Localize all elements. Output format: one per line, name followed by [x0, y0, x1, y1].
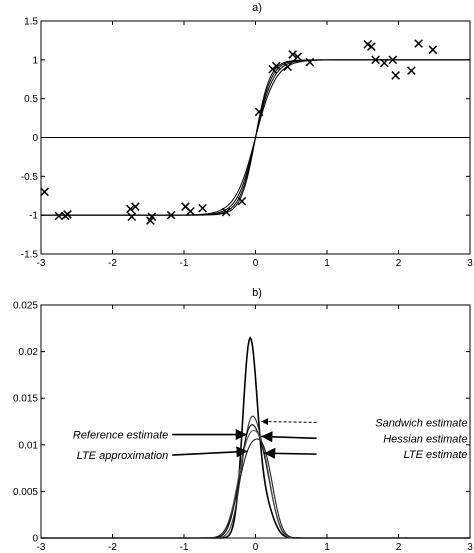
y-tick-label: -0.5 — [21, 172, 39, 183]
x-tick-label: 2 — [396, 542, 402, 553]
panel-a-fit-curves — [41, 59, 470, 216]
data-point-x-marker — [379, 58, 389, 68]
panel-a-y-ticks: 1.5 1 0.5 0 -0.5 -1 -1.5 — [21, 17, 470, 261]
y-tick-label: 0.02 — [19, 347, 39, 358]
data-point-x-marker — [388, 55, 398, 65]
panel-b-y-ticks: 0.025 0.02 0.015 0.01 0.005 0 — [13, 301, 470, 545]
x-tick-label: -1 — [180, 542, 189, 553]
y-tick-label: -1.5 — [21, 250, 39, 261]
x-tick-label: 0 — [253, 542, 259, 553]
data-point-x-marker — [414, 39, 423, 48]
data-point-x-marker — [283, 62, 293, 72]
y-tick-label: 1 — [32, 55, 38, 66]
annotation-label: LTE estimate — [404, 449, 468, 461]
density-curve — [41, 429, 470, 539]
annotation-label: Hessian estimate — [383, 433, 467, 445]
annotation-arrow — [264, 447, 317, 459]
y-tick-label: 1.5 — [24, 17, 38, 28]
data-point-x-marker — [54, 211, 64, 221]
panel-b-x-ticks: -3 -2 -1 0 1 2 3 — [37, 305, 473, 553]
x-tick-label: 2 — [396, 258, 402, 269]
x-tick-label: 1 — [324, 542, 330, 553]
data-point-x-marker — [221, 207, 231, 217]
annotation-label: Sandwich estimate — [375, 417, 467, 429]
x-tick-label: -2 — [108, 258, 117, 269]
panel-b-annotations: Sandwich estimate Hessian estimate LTE est… — [73, 417, 468, 462]
panel-a-title: a) — [252, 2, 262, 14]
panel-a-points — [40, 39, 438, 225]
y-tick-label: 0.5 — [24, 94, 38, 105]
x-tick-label: 3 — [467, 542, 473, 553]
data-point-x-marker — [63, 210, 72, 219]
annotation-arrow — [261, 431, 317, 443]
data-point-x-marker — [391, 71, 400, 80]
data-point-x-marker — [198, 203, 207, 213]
y-tick-label: 0.025 — [13, 301, 38, 312]
data-point-x-marker — [126, 204, 135, 214]
panel-a-x-ticks: -3 -2 -1 0 1 2 3 — [37, 21, 473, 269]
data-point-x-marker — [166, 210, 176, 220]
y-tick-label: 0.005 — [13, 487, 38, 498]
annotation-label: Reference estimate — [73, 430, 168, 442]
y-tick-label: 0 — [32, 133, 38, 144]
data-point-x-marker — [237, 196, 247, 206]
x-tick-label: -3 — [37, 542, 46, 553]
x-tick-label: 3 — [467, 258, 473, 269]
data-point-x-marker — [288, 50, 298, 59]
data-point-x-marker — [293, 52, 303, 62]
data-point-x-marker — [147, 212, 157, 222]
data-point-x-marker — [271, 61, 281, 71]
data-point-x-marker — [186, 206, 195, 216]
data-point-x-marker — [305, 57, 315, 67]
data-point-x-marker — [127, 212, 137, 222]
x-tick-label: -1 — [180, 258, 189, 269]
data-point-x-marker — [366, 42, 376, 51]
x-tick-label: 0 — [253, 258, 259, 269]
x-tick-label: 1 — [324, 258, 330, 269]
panel-b-title: b) — [252, 287, 262, 299]
x-tick-label: -3 — [37, 258, 46, 269]
y-tick-label: 0.015 — [13, 394, 38, 405]
y-tick-label: 0 — [32, 534, 38, 545]
fit-curve — [41, 59, 470, 216]
annotation-arrow — [172, 446, 248, 458]
data-point-x-marker — [40, 187, 49, 197]
data-point-x-marker — [254, 107, 264, 117]
data-point-x-marker — [371, 55, 380, 65]
y-tick-label: 0.01 — [19, 440, 39, 451]
data-point-x-marker — [407, 66, 416, 76]
data-point-x-marker — [131, 202, 140, 211]
y-tick-label: -1 — [29, 211, 38, 222]
data-point-x-marker — [428, 45, 438, 55]
annotation-arrow — [261, 418, 317, 426]
x-tick-label: -2 — [108, 542, 117, 553]
annotation-label: LTE approximation — [77, 450, 169, 462]
